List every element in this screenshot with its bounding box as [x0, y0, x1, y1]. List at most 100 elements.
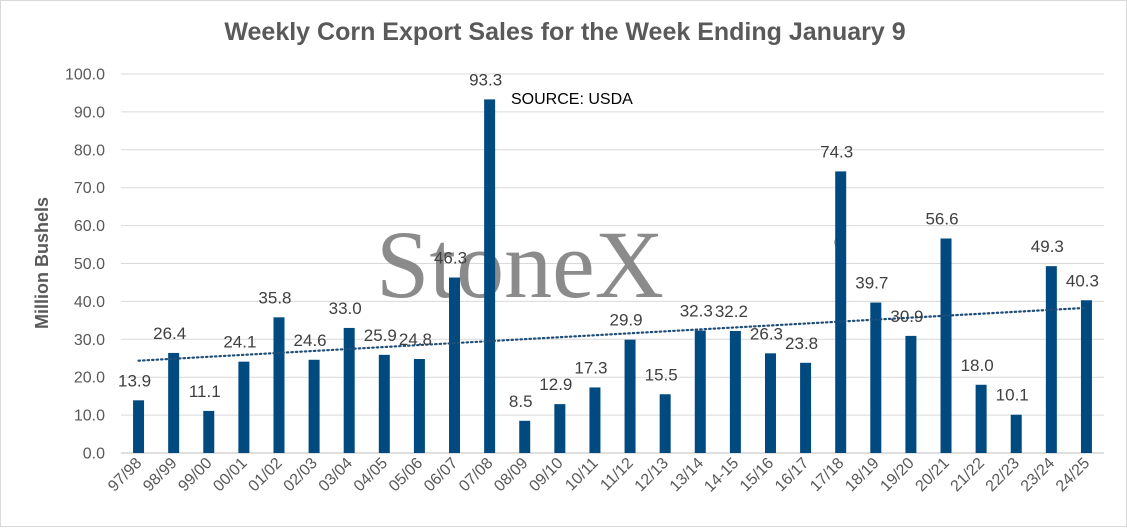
- bar: [484, 99, 496, 453]
- data-label: 30.9: [890, 307, 923, 326]
- data-label: 23.8: [785, 334, 818, 353]
- x-tick-label: 14-15: [701, 455, 742, 496]
- x-tick-label: 06/07: [421, 455, 461, 495]
- bar: [659, 394, 671, 453]
- bar: [1080, 300, 1092, 453]
- trendline: [137, 306, 1088, 362]
- data-label: 35.8: [258, 288, 291, 307]
- bar: [729, 330, 741, 453]
- data-label: 93.3: [469, 70, 502, 89]
- watermark-logo: StoneX: [376, 211, 664, 318]
- x-tick-label: 22/23: [983, 455, 1023, 495]
- x-tick-label: 24/25: [1053, 455, 1093, 495]
- x-tick-label: 04/05: [351, 455, 391, 495]
- stonex-watermark: StoneX ®: [376, 211, 845, 318]
- x-tick-label: 23/24: [1018, 455, 1058, 495]
- data-label: 46.3: [434, 249, 467, 268]
- x-tick-label: 07/08: [456, 455, 496, 495]
- y-tick-label: 80.0: [74, 142, 105, 159]
- x-tick-label: 01/02: [245, 455, 285, 495]
- y-tick-label: 70.0: [74, 180, 105, 197]
- bar: [343, 327, 355, 453]
- data-label: 33.0: [329, 299, 362, 318]
- x-tick-label: 08/09: [491, 455, 531, 495]
- bar: [975, 384, 987, 453]
- bar: [905, 335, 917, 453]
- y-tick-label: 50.0: [74, 256, 105, 273]
- data-label: 8.5: [509, 392, 533, 411]
- y-tick-label: 40.0: [74, 294, 105, 311]
- data-label: 12.9: [539, 375, 572, 394]
- bar: [554, 404, 566, 453]
- x-tick-label: 00/01: [210, 455, 250, 495]
- data-label: 24.6: [294, 331, 327, 350]
- data-label: 13.9: [118, 371, 151, 390]
- data-label: 17.3: [574, 358, 607, 377]
- y-tick-label: 30.0: [74, 332, 105, 349]
- y-tick-label: 60.0: [74, 218, 105, 235]
- bar: [694, 330, 706, 453]
- bar: [238, 361, 250, 453]
- y-tick-label: 0.0: [83, 446, 105, 463]
- x-tick-label: 09/10: [526, 455, 566, 495]
- x-tick-label: 19/20: [877, 455, 917, 495]
- bar: [1010, 414, 1022, 453]
- bar: [449, 277, 461, 453]
- data-label: 40.3: [1066, 271, 1099, 290]
- source-annotation: SOURCE: USDA: [511, 91, 633, 108]
- bar: [835, 171, 847, 453]
- bar: [168, 352, 180, 453]
- data-label: 39.7: [855, 274, 888, 293]
- y-tick-label: 20.0: [74, 370, 105, 387]
- x-tick-label: 97/98: [105, 455, 145, 495]
- x-tick-label: 17/18: [807, 455, 847, 495]
- data-label: 74.3: [820, 142, 853, 161]
- x-tick-label: 11/12: [597, 455, 637, 495]
- data-label: 29.9: [610, 311, 643, 330]
- x-tick-label: 03/04: [316, 455, 356, 495]
- x-tick-label: 10/11: [562, 455, 602, 495]
- bar: [764, 353, 776, 453]
- data-label: 24.8: [399, 330, 432, 349]
- bar: [519, 420, 531, 453]
- data-label: 26.4: [153, 324, 186, 343]
- bar: [624, 339, 636, 453]
- x-tick-label: 98/99: [140, 455, 180, 495]
- bar: [413, 359, 425, 453]
- y-tick-label: 90.0: [74, 104, 105, 121]
- data-label: 32.2: [715, 302, 748, 321]
- data-label: 15.5: [645, 365, 678, 384]
- data-label: 11.1: [189, 382, 221, 401]
- x-tick-label: 21/22: [948, 455, 988, 495]
- bar: [1045, 266, 1057, 453]
- x-tick-label: 20/21: [913, 455, 953, 495]
- data-label: 56.6: [925, 209, 958, 228]
- bar: [870, 302, 882, 453]
- x-tick-label: 15/16: [737, 455, 777, 495]
- bar: [800, 362, 812, 453]
- data-label: 49.3: [1031, 237, 1064, 256]
- bar: [203, 410, 215, 453]
- x-tick-label: 16/17: [772, 455, 812, 495]
- x-tick-label: 18/19: [842, 455, 882, 495]
- x-tick-label: 02/03: [281, 455, 321, 495]
- y-axis-label: Million Bushels: [32, 197, 52, 329]
- data-label: 26.3: [750, 324, 783, 343]
- x-tick-label: 12/13: [632, 455, 672, 495]
- chart-title: Weekly Corn Export Sales for the Week En…: [224, 18, 905, 46]
- data-label: 18.0: [961, 356, 994, 375]
- x-tick-label: 99/00: [175, 455, 215, 495]
- bar: [940, 238, 952, 453]
- bar: [308, 359, 320, 453]
- y-tick-label: 10.0: [74, 408, 105, 425]
- x-tick-label: 05/06: [386, 455, 426, 495]
- data-label: 24.1: [223, 333, 256, 352]
- bar: [589, 387, 601, 453]
- bar: [378, 354, 390, 453]
- data-label: 10.1: [996, 386, 1029, 405]
- bar: [133, 400, 145, 453]
- data-label: 32.3: [680, 302, 713, 321]
- bar: [273, 317, 285, 453]
